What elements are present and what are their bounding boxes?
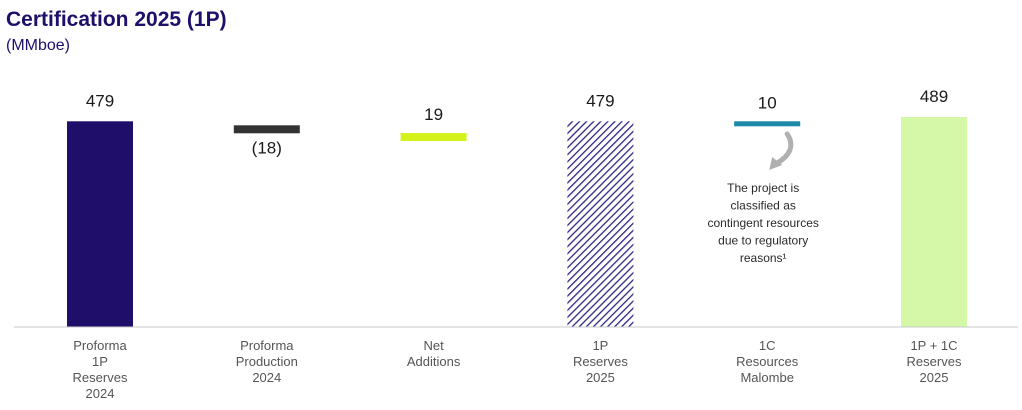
category-label-2: Proforma Production 2024 bbox=[236, 338, 298, 385]
bar-3 bbox=[400, 133, 467, 142]
bar-4 bbox=[567, 121, 634, 327]
annotation-text: The project is classified as contingent re… bbox=[707, 181, 818, 265]
data-label-1: 479 bbox=[86, 91, 114, 110]
category-label-5: 1C Resources Malombe bbox=[736, 338, 799, 385]
category-label-3: Net Additions bbox=[407, 338, 461, 369]
category-label-4: 1P Reserves 2025 bbox=[573, 338, 628, 385]
chart-title: Certification 2025 (1P) bbox=[6, 8, 227, 31]
data-label-6: 489 bbox=[920, 87, 948, 106]
category-label-6: 1P + 1C Reserves 2025 bbox=[907, 338, 962, 385]
chart-unit-label: (MMboe) bbox=[6, 37, 71, 54]
data-label-3: 19 bbox=[424, 105, 443, 124]
annotation: The project is classified as contingent re… bbox=[707, 131, 819, 265]
data-label-5: 10 bbox=[758, 93, 777, 112]
data-label-2: (18) bbox=[252, 138, 282, 157]
bar-2 bbox=[233, 125, 300, 134]
bar-1 bbox=[67, 121, 133, 327]
curved-arrow-down-icon bbox=[774, 131, 794, 166]
arrow-head-icon bbox=[769, 157, 783, 170]
bar-6 bbox=[901, 117, 967, 327]
category-label-1: Proforma 1P Reserves 2024 bbox=[73, 338, 128, 401]
bar-5 bbox=[734, 121, 801, 127]
data-label-4: 479 bbox=[586, 91, 614, 110]
